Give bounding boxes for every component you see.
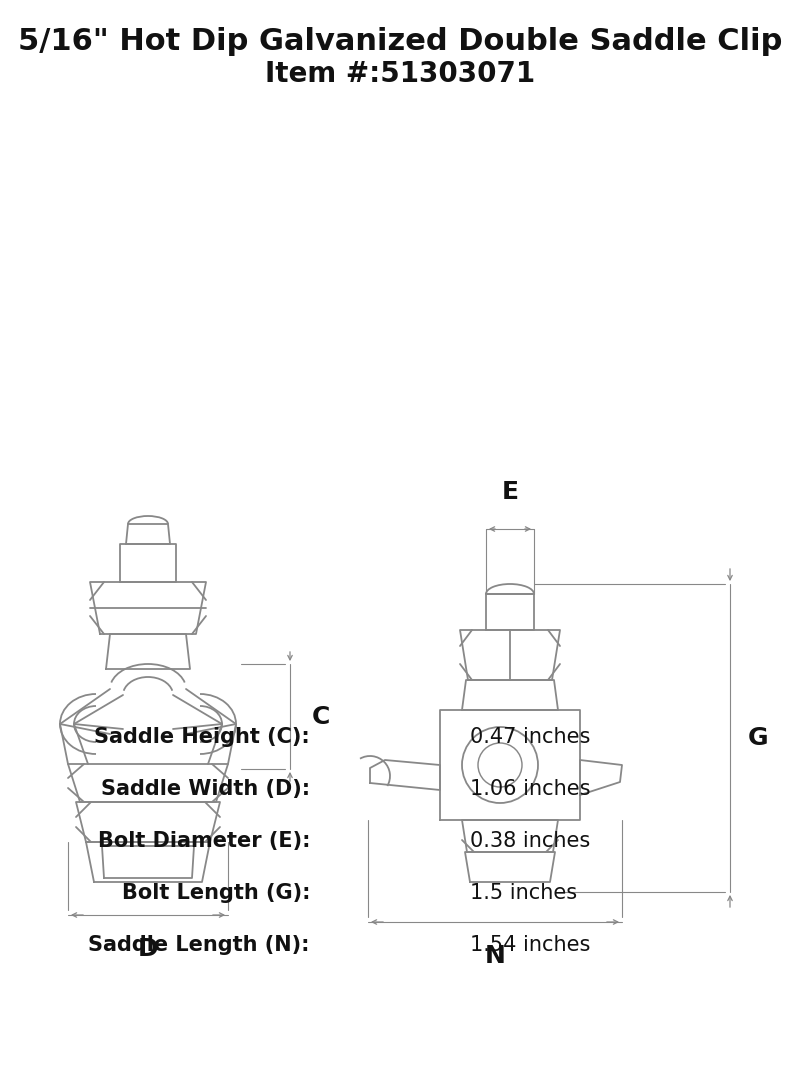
Text: N: N [485,944,506,968]
Text: G: G [748,726,769,750]
Text: 1.54 inches: 1.54 inches [470,935,590,955]
Text: C: C [312,704,330,729]
Text: D: D [138,937,158,961]
Text: 5/16" Hot Dip Galvanized Double Saddle Clip: 5/16" Hot Dip Galvanized Double Saddle C… [18,27,782,55]
Text: Bolt Length (G):: Bolt Length (G): [122,883,310,903]
Text: Item #:51303071: Item #:51303071 [265,60,535,87]
Text: 1.06 inches: 1.06 inches [470,779,590,799]
Text: 0.47 inches: 0.47 inches [470,727,590,747]
Text: Bolt Diameter (E):: Bolt Diameter (E): [98,831,310,851]
Text: E: E [502,480,518,504]
Text: 0.38 inches: 0.38 inches [470,831,590,851]
Text: Saddle Width (D):: Saddle Width (D): [101,779,310,799]
Text: 1.5 inches: 1.5 inches [470,883,577,903]
Text: Saddle Length (N):: Saddle Length (N): [89,935,310,955]
Text: Saddle Height (C):: Saddle Height (C): [94,727,310,747]
